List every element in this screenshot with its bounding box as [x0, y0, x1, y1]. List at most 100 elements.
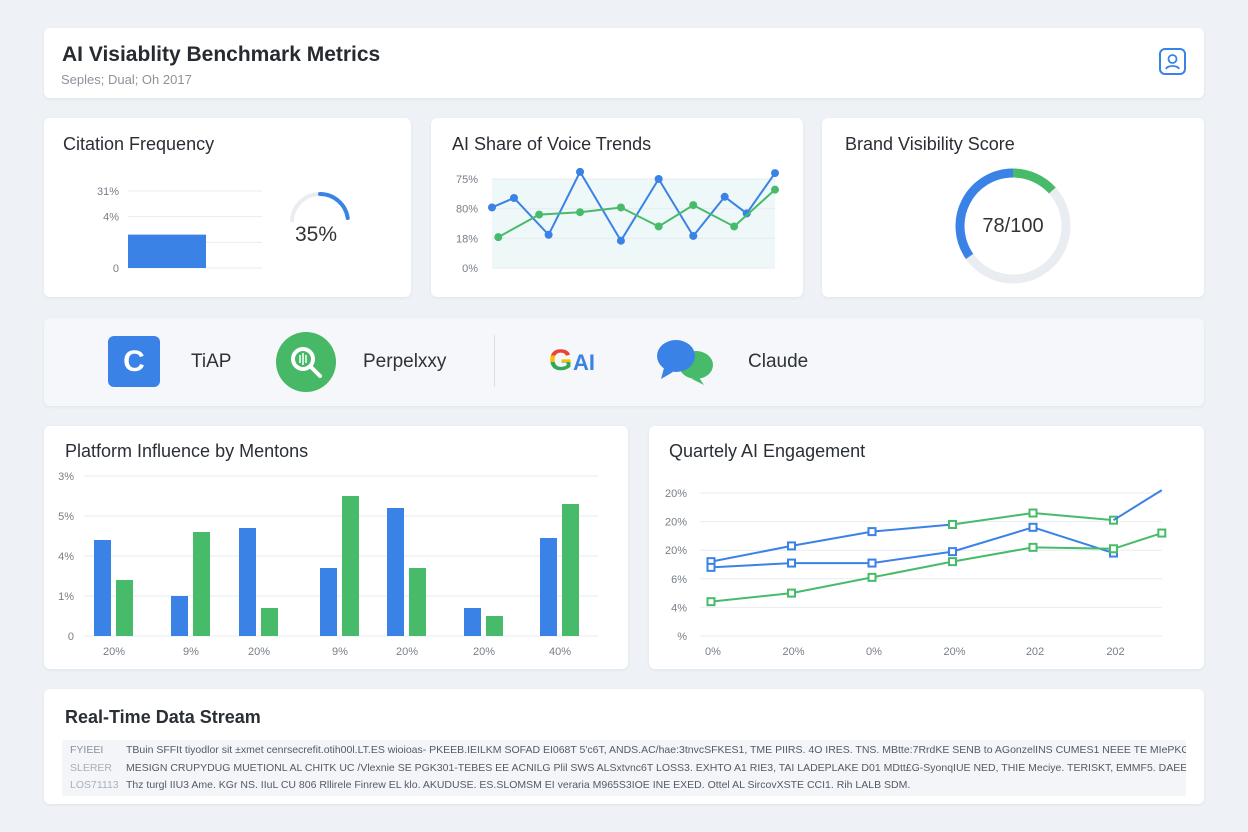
data-point [742, 209, 751, 218]
quarterly-engagement-chart: % 4% 6% 20% 20% 20% 0% 20% 0% 20% 202 202 [665, 488, 1167, 658]
bar [193, 532, 210, 636]
y-tick-label: 0% [462, 263, 478, 275]
bar [387, 508, 404, 636]
bar [486, 616, 503, 636]
user-profile-icon[interactable] [1159, 48, 1186, 75]
platform-influence-chart: 0 1% 4% 5% 3% 20% 9% 20% 9% 20% 20% 40% [58, 471, 598, 658]
data-point [576, 208, 585, 217]
header-card: AI Visiablity Benchmark Metrics Seples; … [44, 28, 1204, 98]
data-point [730, 222, 739, 231]
x-tick-label: 20% [103, 646, 125, 658]
data-point [771, 185, 779, 194]
data-point [787, 541, 796, 551]
data-point [1028, 522, 1038, 532]
data-point [1028, 508, 1038, 518]
stream-row-text: Thz turgl IIU3 Ame. KGr NS. IIuL CU 806 … [126, 779, 911, 791]
brand-visibility-title: Brand Visibility Score [845, 134, 1015, 154]
data-point [771, 169, 779, 178]
y-tick-label: 3% [58, 471, 74, 483]
quarterly-engagement-title: Quartely AI Engagement [669, 441, 866, 461]
x-tick-label: 20% [943, 646, 965, 658]
series-line [710, 526, 1114, 569]
y-tick-label: 18% [456, 233, 478, 245]
bar [342, 496, 359, 636]
stream-row-label: SLERER [70, 762, 113, 774]
magnifier-logo-icon[interactable] [276, 332, 336, 392]
y-tick-label: 4% [58, 551, 74, 563]
bar [464, 608, 481, 636]
y-tick-label: 75% [456, 174, 478, 186]
gauge-fill [318, 192, 350, 221]
x-tick-label: 202 [1106, 646, 1124, 658]
series-line [1112, 489, 1163, 522]
data-point [787, 558, 796, 568]
platform-label-claude[interactable]: Claude [748, 351, 809, 372]
data-point [948, 519, 957, 529]
share-of-voice-title: AI Share of Voice Trends [452, 134, 652, 154]
series-line [710, 523, 953, 563]
brand-visibility-card: Brand Visibility Score 78/100 [822, 118, 1204, 297]
data-point [1109, 544, 1118, 554]
y-tick-label: % [677, 631, 687, 643]
data-point [689, 231, 698, 240]
data-point [787, 588, 796, 598]
bar [171, 596, 188, 636]
brand-score-label: 78/100 [982, 215, 1044, 237]
bar [562, 504, 579, 636]
google-g-logo-icon[interactable]: G [549, 344, 573, 377]
citation-frequency-chart: 0 4% 31% [97, 186, 350, 275]
bar [540, 538, 557, 636]
data-point [544, 230, 553, 239]
data-point [867, 558, 877, 568]
y-tick-label: 31% [97, 186, 119, 198]
page-subtitle: Seples; Dual; Oh 2017 [61, 72, 192, 87]
y-tick-label: 4% [103, 212, 119, 224]
stream-row-label: FYIEEI [70, 744, 104, 756]
c-logo-icon[interactable]: C [108, 336, 160, 387]
data-point [488, 203, 496, 212]
data-point [616, 203, 625, 212]
data-stream-log[interactable]: FYIEEI TBuin SFFIt tiyodlor sit ±xmet cen… [62, 740, 1186, 796]
platform-label-perplexity[interactable]: Perpelxxy [363, 351, 447, 372]
citation-gauge-label: 35% [295, 223, 338, 246]
platform-influence-title: Platform Influence by Mentons [65, 441, 309, 461]
platform-label-tiap[interactable]: TiAP [191, 351, 232, 372]
share-of-voice-card: AI Share of Voice Trends 0% 18% 80% 75% [431, 118, 803, 297]
y-tick-label: 4% [671, 602, 687, 614]
data-point [689, 201, 698, 210]
citation-frequency-title: Citation Frequency [63, 134, 215, 154]
donut-green-segment [1012, 168, 1056, 194]
bar [239, 528, 256, 636]
x-tick-label: 20% [473, 646, 495, 658]
x-tick-label: 9% [183, 646, 199, 658]
share-of-voice-chart: 0% 18% 80% 75% [456, 167, 779, 275]
x-tick-label: 202 [1026, 646, 1044, 658]
x-tick-label: 20% [248, 646, 270, 658]
data-point [867, 572, 877, 582]
data-point [867, 527, 877, 537]
y-tick-label: 20% [665, 517, 687, 529]
donut-blue-segment [955, 168, 1014, 259]
x-tick-label: 0% [705, 646, 721, 658]
y-tick-label: 0 [68, 631, 74, 643]
platform-label-google-ai[interactable]: AI [573, 350, 595, 375]
bar [320, 568, 337, 636]
bar [94, 540, 111, 636]
bar [128, 234, 206, 268]
data-point [654, 222, 663, 231]
bar [116, 580, 133, 636]
series-line [491, 169, 776, 243]
data-point [948, 547, 957, 557]
chat-bubbles-icon[interactable] [654, 338, 716, 388]
data-point [510, 193, 519, 202]
y-tick-label: 1% [58, 591, 74, 603]
y-tick-label: 20% [665, 488, 687, 500]
y-tick-label: 5% [58, 511, 74, 523]
platforms-bar: C TiAP Perpelxxy G AI Claude [44, 318, 1204, 406]
stream-row-text: MESIGN CRUPYDUG MUETIONL AL CHITK UC /Vl… [126, 762, 1186, 774]
data-point [1028, 542, 1038, 552]
data-point [616, 236, 625, 245]
y-tick-label: 80% [456, 204, 478, 216]
data-point [720, 192, 729, 201]
citation-frequency-card: Citation Frequency 0 4% 31% 35% [44, 118, 411, 297]
